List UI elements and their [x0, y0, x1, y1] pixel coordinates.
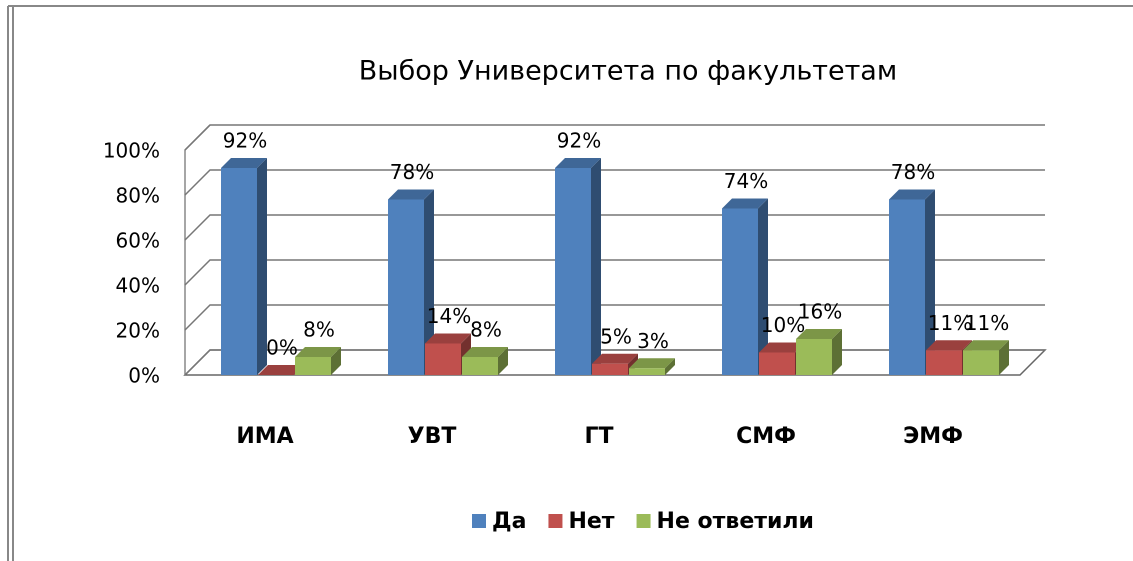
bar [796, 339, 832, 375]
data-label: 11% [928, 311, 972, 335]
bar-top [425, 333, 471, 344]
x-tick-label: ГТ [584, 424, 613, 449]
bar-top [796, 329, 842, 339]
bar-top [926, 340, 972, 351]
bar [462, 357, 498, 375]
y-tick-label: 20% [116, 319, 160, 343]
data-label: 16% [798, 300, 842, 324]
legend-swatch [472, 514, 486, 528]
bar [221, 168, 257, 375]
legend-label: Нет [568, 509, 614, 534]
data-label: 8% [470, 318, 502, 342]
bar-top [722, 198, 768, 209]
bar-top [462, 347, 508, 357]
data-label: 78% [390, 160, 434, 184]
bar [889, 199, 925, 375]
data-label: 5% [600, 324, 632, 348]
bar-top [295, 347, 341, 357]
bar-side [424, 189, 434, 375]
y-tick-label: 60% [116, 229, 160, 253]
bar [629, 368, 665, 375]
bar [388, 199, 424, 375]
bar [963, 350, 999, 375]
bar-top [388, 189, 434, 200]
bar-side [498, 347, 508, 375]
legend-label: Не ответили [657, 509, 814, 534]
data-label: 78% [891, 160, 935, 184]
y-tick-label: 40% [116, 274, 160, 298]
bar-side [925, 189, 935, 375]
chart-title: Выбор Университета по факультетам [359, 56, 897, 87]
x-tick-label: УВТ [408, 424, 457, 449]
data-label: 0% [266, 336, 298, 360]
bar [759, 352, 795, 375]
bar-side [665, 358, 675, 375]
grid-line [184, 124, 1045, 151]
data-label: 10% [761, 313, 805, 337]
bar-top [221, 158, 267, 168]
bar [555, 168, 591, 375]
x-tick-label: ИМА [236, 424, 293, 449]
data-label: 11% [965, 311, 1009, 335]
bar [592, 363, 628, 375]
data-label: 92% [557, 129, 601, 153]
bar-top [889, 189, 935, 200]
x-tick-label: СМФ [736, 424, 796, 449]
x-tick-label: ЭМФ [903, 424, 963, 449]
bar-side [257, 158, 267, 375]
bar-side [832, 329, 842, 375]
bar-top [555, 158, 601, 168]
bar-side [999, 340, 1009, 375]
bar-top [258, 365, 304, 375]
data-label: 3% [637, 329, 669, 353]
legend-swatch [636, 514, 651, 528]
legend-swatch [548, 514, 563, 528]
bar-top [759, 342, 805, 353]
y-tick-label: 80% [116, 184, 160, 208]
bar [722, 208, 758, 375]
legend-label: Да [492, 509, 526, 534]
bar-top [963, 340, 1009, 351]
bar-top [629, 358, 675, 369]
data-label: 14% [427, 304, 471, 328]
bar [295, 357, 331, 375]
y-tick-label: 100% [103, 139, 160, 163]
bar-side [331, 347, 341, 375]
bar-side [591, 158, 601, 375]
bar [926, 350, 962, 375]
bar-side [758, 198, 768, 375]
y-tick-label: 0% [128, 364, 160, 388]
legend: Да Нет Не ответили [472, 509, 814, 534]
bar-top [592, 353, 638, 364]
data-label: 8% [303, 318, 335, 342]
data-label: 74% [724, 169, 768, 193]
bar [425, 343, 461, 375]
data-label: 92% [223, 129, 267, 153]
grid-line [184, 169, 1045, 196]
